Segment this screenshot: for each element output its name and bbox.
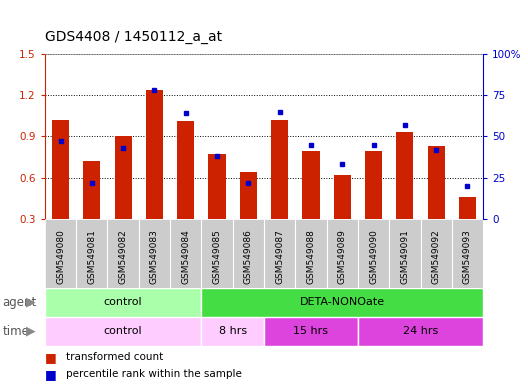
Text: ■: ■ — [45, 368, 56, 381]
Bar — [365, 151, 382, 219]
Bar — [146, 89, 163, 219]
Bar — [459, 197, 476, 219]
Bar — [396, 132, 413, 219]
Text: control: control — [104, 297, 143, 308]
Text: GDS4408 / 1450112_a_at: GDS4408 / 1450112_a_at — [45, 30, 222, 44]
Text: control: control — [104, 326, 143, 336]
Text: GSM549082: GSM549082 — [119, 229, 128, 284]
Bar — [83, 161, 100, 219]
Text: GSM549085: GSM549085 — [213, 229, 222, 284]
Bar — [303, 151, 319, 219]
Bar — [201, 288, 483, 317]
Text: GSM549090: GSM549090 — [369, 229, 378, 284]
Bar — [45, 317, 201, 346]
Bar — [271, 120, 288, 219]
Text: GSM549091: GSM549091 — [400, 229, 409, 284]
Text: GSM549084: GSM549084 — [181, 229, 190, 284]
Bar — [45, 288, 201, 317]
Bar — [264, 317, 358, 346]
Text: GSM549087: GSM549087 — [275, 229, 284, 284]
Bar — [334, 175, 351, 219]
Text: GSM549092: GSM549092 — [432, 229, 441, 284]
Text: GSM549088: GSM549088 — [306, 229, 315, 284]
Text: ▶: ▶ — [26, 296, 35, 309]
Text: 24 hrs: 24 hrs — [403, 326, 438, 336]
Text: DETA-NONOate: DETA-NONOate — [300, 297, 385, 308]
Text: 15 hrs: 15 hrs — [294, 326, 328, 336]
Text: GSM549086: GSM549086 — [244, 229, 253, 284]
Text: GSM549080: GSM549080 — [56, 229, 65, 284]
Bar — [201, 317, 264, 346]
Text: GSM549083: GSM549083 — [150, 229, 159, 284]
Text: agent: agent — [3, 296, 37, 309]
Text: 8 hrs: 8 hrs — [219, 326, 247, 336]
Bar — [52, 120, 69, 219]
Text: GSM549093: GSM549093 — [463, 229, 472, 284]
Text: transformed count: transformed count — [66, 352, 163, 362]
Text: ▶: ▶ — [26, 325, 35, 338]
Bar — [115, 136, 132, 219]
Text: GSM549089: GSM549089 — [338, 229, 347, 284]
Text: percentile rank within the sample: percentile rank within the sample — [66, 369, 242, 379]
Text: time: time — [3, 325, 30, 338]
Bar — [358, 317, 483, 346]
Text: GSM549081: GSM549081 — [87, 229, 96, 284]
Bar — [428, 146, 445, 219]
Bar — [177, 121, 194, 219]
Text: ■: ■ — [45, 351, 56, 364]
Bar — [209, 154, 225, 219]
Bar — [240, 172, 257, 219]
